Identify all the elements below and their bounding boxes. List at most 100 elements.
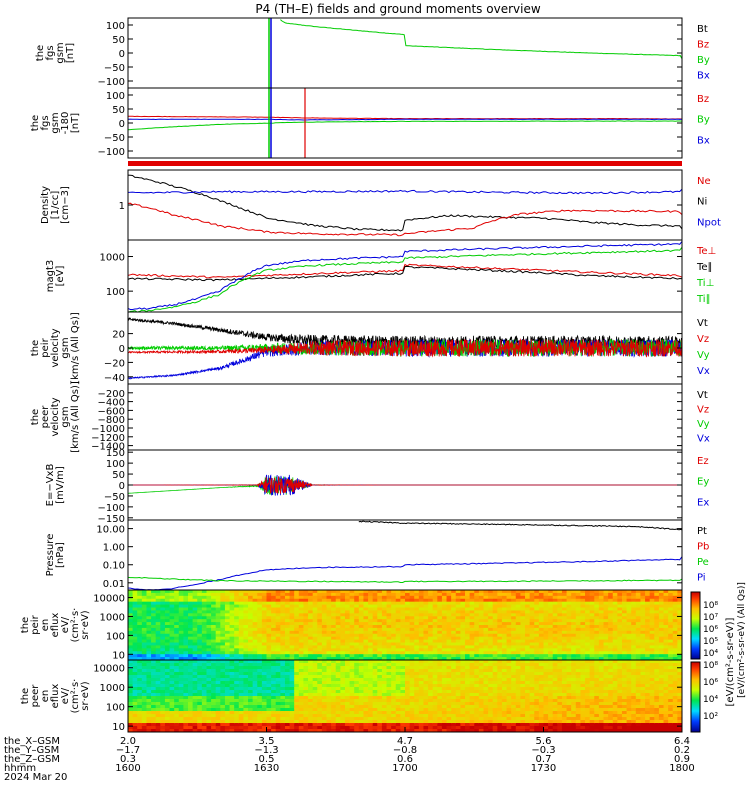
y-axis-label: [km/s (All Qs)] xyxy=(70,381,81,453)
legend-entry: Bx xyxy=(697,135,710,146)
series-line-Bx xyxy=(128,119,682,120)
y-tick-label: −20 xyxy=(104,358,125,369)
legend-entry: Vx xyxy=(697,366,710,377)
series-line-Ey xyxy=(128,476,682,494)
legend-entry: Bx xyxy=(697,71,710,82)
y-tick-label: −150 xyxy=(98,514,125,525)
y-tick-label: 10 xyxy=(112,650,125,661)
y-axis-label: [eV] xyxy=(55,266,66,287)
y-tick-label: 100 xyxy=(106,21,125,32)
legend-entry: Vt xyxy=(697,318,708,329)
y-tick-label: 0 xyxy=(119,481,125,492)
series-line-Npot xyxy=(128,189,682,194)
legend-entry: Vy xyxy=(697,419,710,430)
panel-7-data xyxy=(128,475,682,496)
y-tick-label: 100 xyxy=(106,631,125,642)
legend-entry: Ne xyxy=(697,176,711,187)
panel-5-data xyxy=(128,318,682,379)
y-tick-label: 150 xyxy=(106,448,125,459)
legend-entry: Ni xyxy=(697,197,707,208)
heatmap-ions xyxy=(128,590,683,661)
legend-entry: Vx xyxy=(697,434,710,445)
panel-3-frame xyxy=(128,170,682,240)
y-tick-label: 20 xyxy=(112,330,125,341)
y-tick-label: 100 xyxy=(106,459,125,470)
series-line-By xyxy=(280,20,682,59)
legend-entry: Vy xyxy=(697,350,710,361)
series-line-Ne xyxy=(128,203,682,236)
series-line-By xyxy=(128,121,682,130)
y-tick-label: 100 xyxy=(106,287,125,298)
legend-entry: Vz xyxy=(697,405,709,416)
series-line-Pt xyxy=(359,521,682,530)
legend-entry: Ey xyxy=(697,477,709,488)
y-axis-label: [mV/m] xyxy=(55,466,66,504)
y-axis-label: [nPa] xyxy=(55,542,66,568)
series-line-Ez xyxy=(128,477,682,494)
y-axis-label: sr·eV) xyxy=(80,610,91,639)
y-tick-label: 1000 xyxy=(100,253,125,264)
y-tick-label: 0 xyxy=(119,49,125,60)
y-axis-label: [nT] xyxy=(65,43,76,63)
series-line-Pi xyxy=(128,557,682,590)
panel-2-data xyxy=(128,88,682,158)
legend-entry: Pi xyxy=(697,573,706,584)
panel-4-data xyxy=(128,241,682,312)
legend-entry: Vt xyxy=(697,390,708,401)
y-axis-label: [cm−3] xyxy=(60,186,71,224)
legend-entry: By xyxy=(697,55,710,66)
legend-entry: Bt xyxy=(697,24,708,35)
panel-1-data xyxy=(269,18,710,88)
y-tick-label: 1.00 xyxy=(103,543,125,554)
y-tick-label: 50 xyxy=(112,470,125,481)
legend-entry: Ti⊥ xyxy=(696,278,714,289)
y-tick-label: 1 xyxy=(119,201,125,212)
legend-entry: Vz xyxy=(697,334,709,345)
y-tick-label: 50 xyxy=(112,105,125,116)
y-tick-label: 100 xyxy=(106,91,125,102)
y-tick-label: −50 xyxy=(104,63,125,74)
legend-entry: Pb xyxy=(697,542,709,553)
legend-entry: Bz xyxy=(697,40,709,51)
y-tick-label: −40 xyxy=(104,373,125,384)
legend-entry: Npot xyxy=(697,217,721,228)
y-tick-label: −50 xyxy=(104,492,125,503)
legend-entry: Pe xyxy=(697,557,709,568)
y-tick-label: 50 xyxy=(112,35,125,46)
series-line-Ni xyxy=(128,175,682,231)
y-axis-label: [nT] xyxy=(70,113,81,133)
y-tick-label: −100 xyxy=(98,503,125,514)
y-tick-label: 10.00 xyxy=(96,525,125,536)
legend-entry: Ez xyxy=(697,456,709,467)
panel-6-frame xyxy=(128,384,682,450)
series-line-Ti⊥ xyxy=(128,241,682,309)
panel-8-data xyxy=(128,521,682,590)
y-tick-label: 0 xyxy=(119,119,125,130)
panel-2-frame xyxy=(128,88,682,158)
y-tick-label: 10000 xyxy=(93,594,125,605)
y-axis-label: [km/s (All Qs)] xyxy=(70,312,81,384)
y-tick-label: −100 xyxy=(98,147,125,158)
plot-title: P4 (TH–E) fields and ground moments over… xyxy=(255,2,540,16)
legend-entry: Pt xyxy=(697,526,707,537)
legend-entry: Ti∥ xyxy=(696,294,711,305)
panel-separator-bar xyxy=(128,161,682,166)
panel-3-data xyxy=(128,175,682,236)
legend-entry: Te⊥ xyxy=(696,246,716,257)
y-tick-label: 0.01 xyxy=(103,579,125,590)
y-tick-label: −50 xyxy=(104,133,125,144)
series-line-Ti∥ xyxy=(128,247,682,312)
heatmap-electrons xyxy=(128,660,683,733)
